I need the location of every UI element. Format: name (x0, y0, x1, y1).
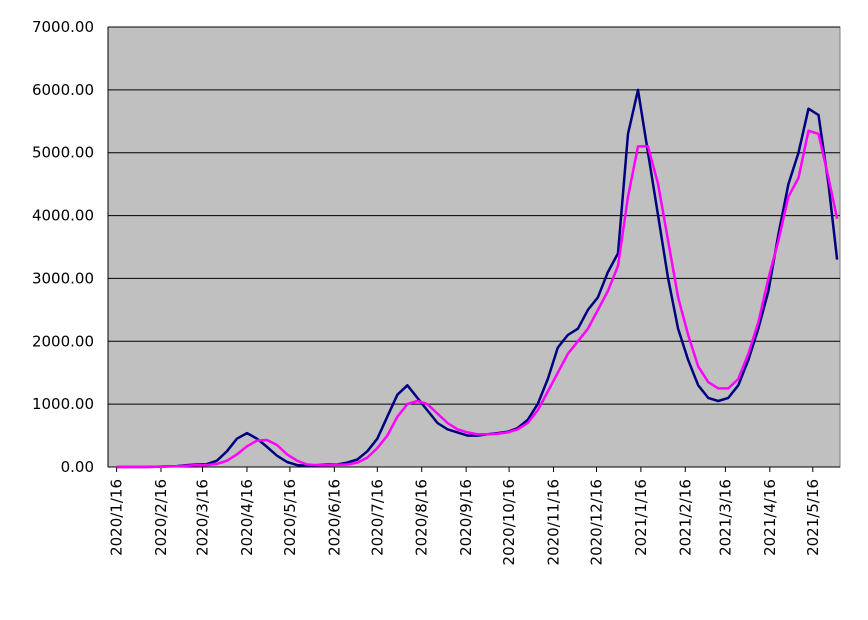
x-tick-label: 2020/8/16 (413, 479, 431, 556)
x-tick-label: 2020/9/16 (457, 479, 475, 556)
y-tick-label: 4000.00 (32, 207, 94, 225)
x-tick-label: 2020/10/16 (500, 479, 518, 565)
x-tick-label: 2020/5/16 (281, 479, 299, 556)
x-tick-label: 2021/2/16 (676, 479, 694, 556)
y-tick-label: 2000.00 (32, 332, 94, 350)
y-tick-label: 6000.00 (32, 81, 94, 99)
x-tick-label: 2021/4/16 (761, 479, 779, 556)
x-tick-label: 2020/1/16 (108, 479, 126, 556)
x-tick-label: 2021/1/16 (632, 479, 650, 556)
x-tick-label: 2020/2/16 (152, 479, 170, 556)
x-tick-label: 2020/3/16 (194, 479, 212, 556)
x-tick-label: 2020/11/16 (545, 479, 563, 565)
plot-area (107, 26, 841, 468)
y-tick-label: 3000.00 (32, 269, 94, 287)
y-tick-label: 5000.00 (32, 144, 94, 162)
y-tick-label: 7000.00 (32, 18, 94, 36)
series-line (116, 129, 839, 469)
x-tick-label: 2020/6/16 (325, 479, 343, 556)
x-tick-label: 2020/4/16 (238, 479, 256, 556)
x-tick-label: 2021/5/16 (804, 479, 822, 556)
y-tick-label: 1000.00 (32, 395, 94, 413)
x-tick-label: 2020/7/16 (368, 479, 386, 556)
x-tick-label: 2020/12/16 (587, 479, 605, 565)
series-line (116, 88, 839, 469)
x-tick-label: 2021/3/16 (716, 479, 734, 556)
y-tick-label: 0.00 (61, 458, 94, 476)
